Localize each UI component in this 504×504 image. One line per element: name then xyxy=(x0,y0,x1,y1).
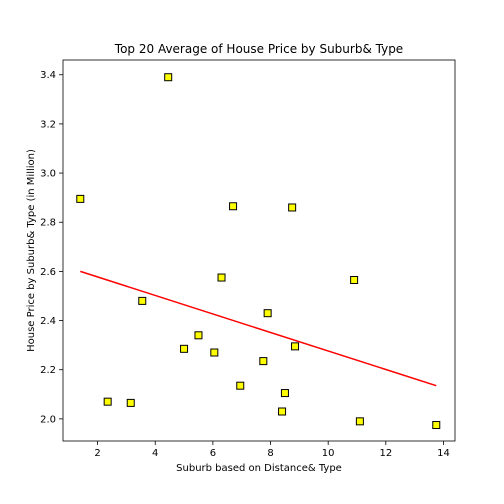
data-point xyxy=(280,389,289,398)
data-point xyxy=(432,421,441,430)
data-point xyxy=(259,357,268,366)
data-point xyxy=(76,194,85,203)
data-point xyxy=(180,344,189,353)
y-tick-label: 3.4 xyxy=(40,70,56,81)
data-point xyxy=(288,203,297,212)
data-point xyxy=(278,407,287,416)
data-point xyxy=(229,202,238,211)
data-point xyxy=(194,331,203,340)
y-tick-label: 2.0 xyxy=(40,414,56,425)
data-point xyxy=(126,398,135,407)
data-point xyxy=(210,348,219,357)
x-tick-label: 2 xyxy=(94,448,100,459)
data-point xyxy=(291,342,300,351)
y-tick-label: 2.2 xyxy=(40,365,56,376)
x-tick-label: 12 xyxy=(379,448,392,459)
data-point xyxy=(236,381,245,390)
x-tick-label: 4 xyxy=(152,448,158,459)
data-point xyxy=(217,273,226,282)
y-tick-label: 2.4 xyxy=(40,316,56,327)
plot-area-frame xyxy=(62,59,456,442)
data-point xyxy=(350,275,359,284)
x-axis-ticks: 2 4 6 8 10 12 14 xyxy=(94,441,450,459)
data-point xyxy=(164,73,173,82)
y-tick-label: 3.2 xyxy=(40,119,56,130)
x-tick-label: 6 xyxy=(210,448,216,459)
data-point xyxy=(103,397,112,406)
y-tick-label: 2.6 xyxy=(40,267,56,278)
y-axis-ticks: 2.0 2.2 2.4 2.6 2.8 3.0 3.2 3.4 xyxy=(40,70,63,425)
trendline-layer xyxy=(80,270,437,387)
data-point xyxy=(138,296,147,305)
x-axis-title: Suburb based on Distance& Type xyxy=(176,463,342,474)
x-tick-label: 8 xyxy=(267,448,273,459)
data-point xyxy=(263,309,272,318)
x-tick-label: 10 xyxy=(322,448,335,459)
x-tick-label: 14 xyxy=(437,448,450,459)
data-point xyxy=(355,417,364,426)
y-tick-label: 2.8 xyxy=(40,218,56,229)
y-axis-title: House Price by Suburb& Type (in Million) xyxy=(26,149,37,352)
trendline xyxy=(80,270,437,387)
data-points xyxy=(76,73,441,430)
y-tick-label: 3.0 xyxy=(40,169,56,180)
chart-title: Top 20 Average of House Price by Suburb&… xyxy=(114,42,403,56)
